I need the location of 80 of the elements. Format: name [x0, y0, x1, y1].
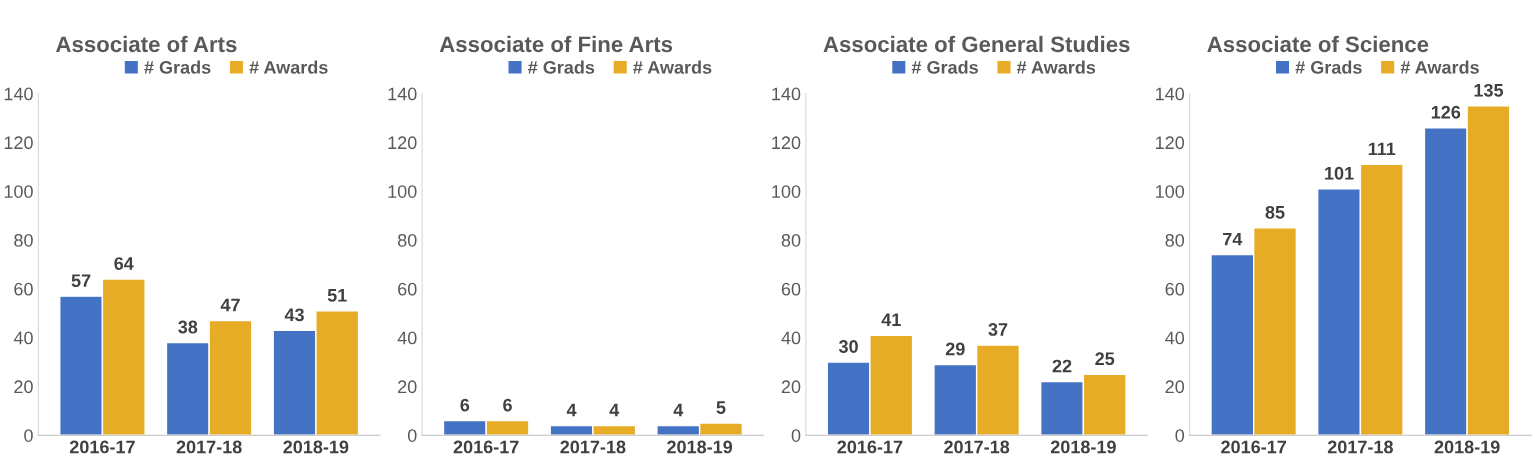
x-tick-label: 2016-17: [453, 440, 519, 454]
y-tick-label: 80: [1165, 233, 1185, 247]
y-tick-label: 20: [781, 380, 801, 394]
y-tick-label: 40: [1165, 331, 1185, 345]
data-label: 5: [716, 401, 726, 414]
legend-label: # Awards: [633, 60, 712, 74]
y-tick-label: 140: [388, 87, 417, 101]
y-tick-label: 140: [4, 87, 33, 101]
y-tick-label: 60: [781, 282, 801, 296]
data-label: 85: [1265, 205, 1285, 219]
y-tick-label: 60: [1165, 282, 1185, 296]
y-tick-label: 40: [781, 331, 801, 345]
y-tick-label: 120: [388, 136, 417, 150]
data-label: 30: [838, 340, 858, 353]
legend-label: # Awards: [1016, 60, 1096, 74]
data-label: 57: [71, 274, 91, 288]
data-label: 6: [503, 398, 512, 412]
x-tick-label: 2016-17: [1221, 440, 1286, 454]
y-tick-label: 60: [398, 282, 417, 296]
chart-title: Associate of Arts: [56, 35, 237, 53]
y-tick-label: 0: [791, 429, 801, 442]
legend-label: # Grads: [1295, 60, 1362, 74]
y-tick-label: 80: [781, 233, 801, 247]
y-tick-label: 40: [13, 331, 33, 345]
legend-label: # Awards: [249, 60, 328, 74]
data-label: 25: [1095, 352, 1115, 366]
x-tick-label: 2017-18: [176, 440, 242, 454]
legend-label: # Grads: [911, 60, 978, 74]
y-tick-label: 140: [1156, 87, 1185, 101]
y-tick-label: 100: [1156, 185, 1185, 198]
x-tick-label: 2017-18: [944, 440, 1010, 454]
x-tick-label: 2016-17: [837, 440, 903, 454]
y-tick-label: 20: [398, 380, 417, 394]
y-tick-label: 20: [14, 380, 33, 394]
x-tick-label: 2016-17: [69, 440, 135, 454]
y-tick-label: 120: [772, 136, 801, 150]
data-label: 74: [1223, 232, 1243, 246]
data-label: 4: [673, 403, 684, 417]
data-label: 43: [284, 308, 304, 322]
x-tick-label: 2018-19: [1050, 440, 1116, 454]
data-label: 41: [881, 313, 901, 326]
y-tick-label: 60: [14, 282, 33, 296]
y-tick-label: 20: [1165, 380, 1185, 394]
data-label: 37: [988, 323, 1008, 336]
y-tick-label: 120: [1156, 136, 1185, 150]
y-tick-label: 80: [14, 233, 33, 247]
y-tick-label: 80: [397, 233, 417, 247]
data-label: 4: [566, 403, 577, 417]
y-tick-label: 100: [772, 185, 801, 198]
y-tick-label: 120: [4, 136, 33, 150]
data-label: 111: [1368, 142, 1396, 156]
data-label: 6: [460, 398, 470, 412]
y-tick-label: 0: [24, 429, 33, 442]
x-tick-label: 2018-19: [283, 440, 349, 454]
y-tick-label: 0: [1175, 429, 1185, 442]
data-label: 51: [327, 289, 347, 302]
data-label: 64: [114, 257, 134, 270]
chart-title: Associate of Fine Arts: [439, 35, 673, 53]
y-tick-label: 0: [407, 429, 417, 442]
legend-label: # Grads: [527, 60, 595, 74]
data-label: 101: [1325, 166, 1354, 180]
x-tick-label: 2017-18: [1327, 440, 1393, 454]
legend-label: # Grads: [144, 60, 211, 74]
data-label: 126: [1431, 105, 1461, 119]
x-tick-label: 2017-18: [560, 440, 626, 454]
x-tick-label: 2018-19: [1434, 440, 1500, 454]
y-tick-label: 140: [772, 87, 801, 101]
data-label: 47: [220, 298, 240, 312]
data-label: 29: [945, 342, 965, 356]
chart-title: Associate of General Studies: [823, 35, 1130, 53]
y-tick-label: 100: [388, 185, 417, 198]
data-label: 135: [1474, 83, 1504, 97]
x-tick-label: 2018-19: [667, 440, 733, 454]
y-tick-label: 100: [4, 185, 33, 198]
data-label: 4: [609, 403, 620, 417]
y-tick-label: 40: [397, 331, 417, 345]
chart-title: Associate of Science: [1207, 35, 1429, 53]
data-label: 38: [178, 320, 198, 334]
legend-label: # Awards: [1400, 60, 1479, 74]
data-label: 22: [1052, 359, 1072, 373]
